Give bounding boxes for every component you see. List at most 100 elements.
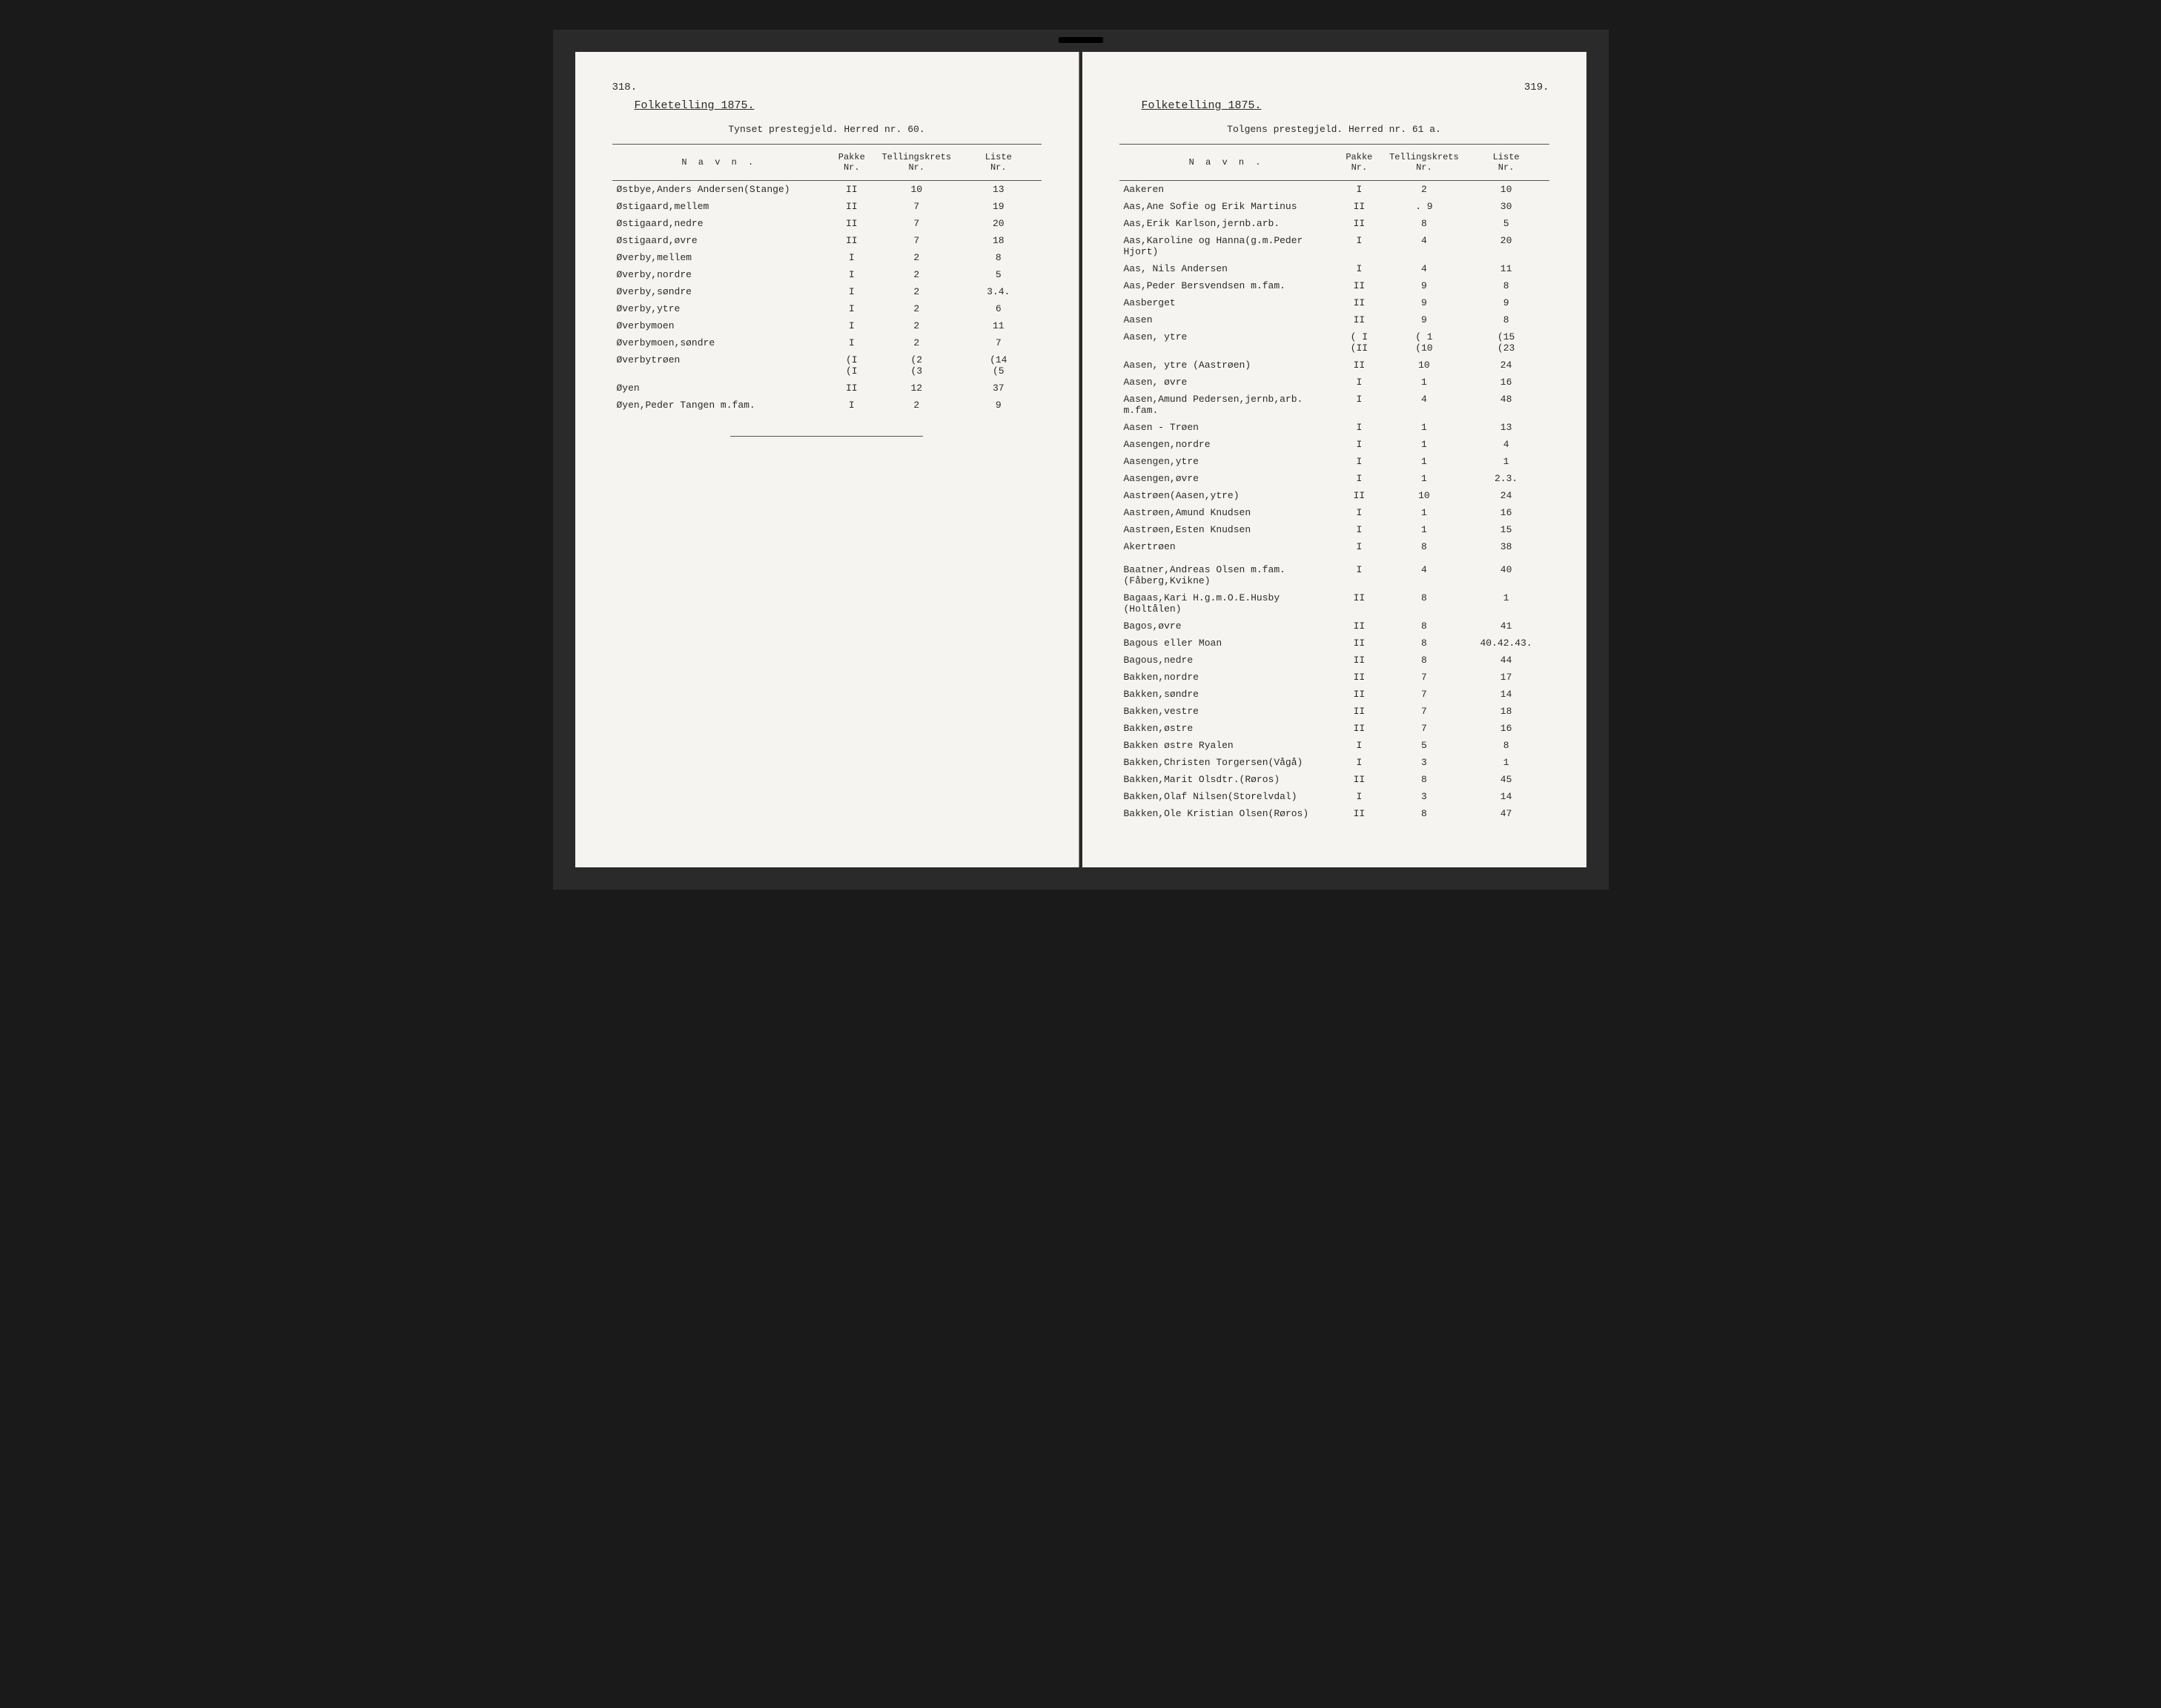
cell-liste: 13	[956, 181, 1041, 199]
table-row: Aasen, ytre (Aastrøen)II1024	[1119, 357, 1549, 374]
cell-krets: 1	[1385, 470, 1463, 487]
table-row: Østbye,Anders Andersen(Stange)II1013	[612, 181, 1042, 199]
cell-liste: 24	[1463, 487, 1549, 504]
cell-pakke: I	[1334, 521, 1385, 538]
cell-pakke: I	[1334, 561, 1385, 589]
cell-pakke: II	[826, 215, 877, 232]
cell-liste: 20	[1463, 232, 1549, 260]
table-row: Bakken,søndreII714	[1119, 686, 1549, 703]
cell-navn: Østbye,Anders Andersen(Stange)	[612, 181, 827, 199]
cell-krets: 8	[1385, 618, 1463, 635]
cell-pakke: I	[826, 266, 877, 283]
table-row: AasbergetII99	[1119, 294, 1549, 311]
table-row: Aas,Peder Bersvendsen m.fam.II98	[1119, 277, 1549, 294]
cell-krets: 9	[1385, 311, 1463, 328]
cell-liste: 17	[1463, 669, 1549, 686]
cell-liste: 2.3.	[1463, 470, 1549, 487]
cell-pakke: I	[1334, 538, 1385, 555]
cell-krets: 7	[1385, 720, 1463, 737]
table-row: Aastrøen,Amund KnudsenI116	[1119, 504, 1549, 521]
table-row: Bagous eller MoanII840.42.43.	[1119, 635, 1549, 652]
cell-pakke: I	[1334, 504, 1385, 521]
cell-navn: Øverbytrøen	[612, 351, 827, 380]
cell-liste: 5	[956, 266, 1041, 283]
cell-krets: 1	[1385, 436, 1463, 453]
cell-pakke: II	[826, 380, 877, 397]
cell-krets: 8	[1385, 538, 1463, 555]
table-row: Aasengen,øvreI12.3.	[1119, 470, 1549, 487]
cell-krets: 3	[1385, 754, 1463, 771]
cell-liste: 40	[1463, 561, 1549, 589]
cell-navn: Bakken,Olaf Nilsen(Storelvdal)	[1119, 788, 1334, 805]
cell-navn: Akertrøen	[1119, 538, 1334, 555]
cell-liste: 1	[1463, 754, 1549, 771]
table-row: AkertrøenI838	[1119, 538, 1549, 555]
cell-navn: Aas,Karoline og Hanna(g.m.Peder Hjort)	[1119, 232, 1334, 260]
table-row: ØyenII1237	[612, 380, 1042, 397]
left-table-body: Østbye,Anders Andersen(Stange)II1013 Østi…	[612, 181, 1042, 414]
header-liste-r: Liste Nr.	[1463, 145, 1549, 181]
cell-navn: Øyen,Peder Tangen m.fam.	[612, 397, 827, 414]
table-row: Bagaas,Kari H.g.m.O.E.Husby (Holtålen)II…	[1119, 589, 1549, 618]
cell-navn: Aasberget	[1119, 294, 1334, 311]
cell-liste: 44	[1463, 652, 1549, 669]
cell-liste: 4	[1463, 436, 1549, 453]
cell-krets: 7	[877, 232, 956, 249]
cell-liste: 8	[1463, 311, 1549, 328]
table-row: Aas,Ane Sofie og Erik MartinusII. 930	[1119, 198, 1549, 215]
table-row: AasenII98	[1119, 311, 1549, 328]
cell-navn: Øverby,ytre	[612, 300, 827, 317]
cell-liste: 47	[1463, 805, 1549, 822]
cell-pakke: II	[1334, 703, 1385, 720]
cell-krets: 7	[1385, 686, 1463, 703]
cell-navn: Aastrøen,Amund Knudsen	[1119, 504, 1334, 521]
cell-liste: 7	[956, 334, 1041, 351]
table-row: Østigaard,nedreII720	[612, 215, 1042, 232]
cell-krets: 1	[1385, 521, 1463, 538]
cell-navn: Bakken,søndre	[1119, 686, 1334, 703]
table-row: Aas, Nils AndersenI411	[1119, 260, 1549, 277]
cell-krets: 12	[877, 380, 956, 397]
cell-krets: 2	[877, 334, 956, 351]
cell-navn: Aasen - Trøen	[1119, 419, 1334, 436]
cell-krets: 10	[1385, 487, 1463, 504]
cell-navn: Øverbymoen	[612, 317, 827, 334]
cell-liste: 9	[1463, 294, 1549, 311]
cell-pakke: I	[1334, 436, 1385, 453]
table-row: Øyen,Peder Tangen m.fam.I29	[612, 397, 1042, 414]
cell-krets: 2	[877, 283, 956, 300]
table-row: Aastrøen,Esten KnudsenI115	[1119, 521, 1549, 538]
cell-liste: 14	[1463, 686, 1549, 703]
cell-krets: 1	[1385, 374, 1463, 391]
page-number-left: 318.	[612, 82, 1042, 93]
table-row: Bakken østre RyalenI58	[1119, 737, 1549, 754]
cell-liste: 11	[1463, 260, 1549, 277]
cell-krets: 7	[1385, 669, 1463, 686]
table-row: Øverby,nordreI25	[612, 266, 1042, 283]
cell-pakke: I	[826, 249, 877, 266]
cell-navn: Aasen, ytre	[1119, 328, 1334, 357]
cell-navn: Østigaard,øvre	[612, 232, 827, 249]
cell-krets: 8	[1385, 771, 1463, 788]
cell-pakke: II	[1334, 669, 1385, 686]
cell-liste: 37	[956, 380, 1041, 397]
cell-liste: 8	[1463, 737, 1549, 754]
cell-pakke: I	[1334, 232, 1385, 260]
table-row: Aastrøen(Aasen,ytre)II1024	[1119, 487, 1549, 504]
cell-pakke: II	[1334, 686, 1385, 703]
table-row: Bagous,nedreII844	[1119, 652, 1549, 669]
cell-krets: 2	[877, 249, 956, 266]
cell-navn: Bagous,nedre	[1119, 652, 1334, 669]
cell-krets: 1	[1385, 419, 1463, 436]
left-page: 318. Folketelling 1875. Tynset prestegje…	[575, 52, 1079, 867]
cell-pakke: II	[1334, 652, 1385, 669]
cell-navn: Bakken,Christen Torgersen(Vågå)	[1119, 754, 1334, 771]
table-row: Bakken,Marit Olsdtr.(Røros)II845	[1119, 771, 1549, 788]
cell-pakke: II	[1334, 198, 1385, 215]
left-table: N a v n . Pakke Nr. Tellingskrets Nr. Li…	[612, 144, 1042, 414]
right-table-body: AakerenI210Aas,Ane Sofie og Erik Martinu…	[1119, 181, 1549, 823]
table-row: ØverbymoenI211	[612, 317, 1042, 334]
cell-navn: Aasengen,nordre	[1119, 436, 1334, 453]
cell-pakke: II	[1334, 618, 1385, 635]
table-row: Aasengen,ytreI11	[1119, 453, 1549, 470]
